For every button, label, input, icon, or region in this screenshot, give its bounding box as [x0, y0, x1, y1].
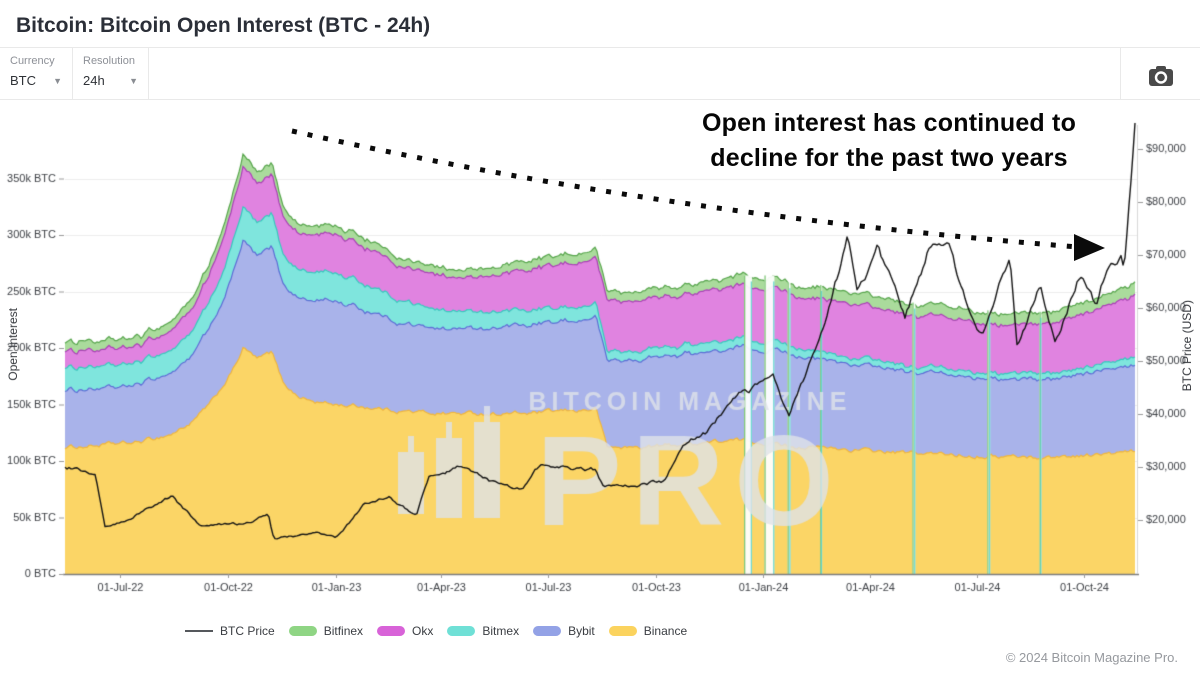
legend-label: BTC Price [220, 624, 275, 638]
legend-item-bybit[interactable]: Bybit [533, 624, 595, 638]
camera-area [1120, 48, 1200, 99]
legend-swatch [377, 626, 406, 636]
legend-swatch [185, 630, 213, 632]
legend-item-btc-price[interactable]: BTC Price [185, 624, 275, 638]
legend-item-bitmex[interactable]: Bitmex [447, 624, 519, 638]
currency-select[interactable]: Currency BTC ▼ [0, 48, 73, 99]
legend-item-binance[interactable]: Binance [608, 624, 688, 638]
chart-legend: BTC Price Bitfinex Okx Bitmex Bybit Bina… [185, 624, 687, 638]
legend-item-okx[interactable]: Okx [377, 624, 433, 638]
legend-label: Okx [412, 624, 434, 638]
legend-swatch [447, 626, 476, 636]
chart-annotation: Open interest has continued to decline f… [655, 106, 1123, 176]
controls-row: Currency BTC ▼ Resolution 24h ▼ [0, 47, 1200, 100]
resolution-select[interactable]: Resolution 24h ▼ [73, 48, 149, 99]
legend-swatch [533, 626, 562, 636]
legend-label: Bitmex [482, 624, 520, 638]
legend-label: Bitfinex [323, 624, 364, 638]
resolution-value: 24h [83, 73, 105, 88]
copyright-text: © 2024 Bitcoin Magazine Pro. [1005, 650, 1178, 665]
currency-value: BTC [10, 73, 36, 88]
legend-label: Binance [643, 624, 688, 638]
legend-swatch [608, 626, 637, 636]
y-axis-title-right: BTC Price (USD) [1180, 300, 1194, 392]
y-axis-title-left: Open Interest [6, 308, 20, 381]
camera-button[interactable] [1144, 61, 1178, 91]
currency-label: Currency [10, 55, 55, 67]
annotation-line-2: decline for the past two years [710, 144, 1068, 172]
chevron-down-icon: ▼ [129, 75, 138, 86]
legend-swatch [288, 626, 317, 636]
page-title: Bitcoin: Bitcoin Open Interest (BTC - 24… [16, 14, 431, 37]
resolution-label: Resolution [83, 55, 135, 67]
annotation-line-1: Open interest has continued to [701, 109, 1077, 137]
chevron-down-icon: ▼ [53, 75, 62, 86]
legend-item-bitfinex[interactable]: Bitfinex [288, 624, 364, 638]
legend-label: Bybit [568, 624, 595, 638]
camera-icon [1148, 66, 1173, 86]
